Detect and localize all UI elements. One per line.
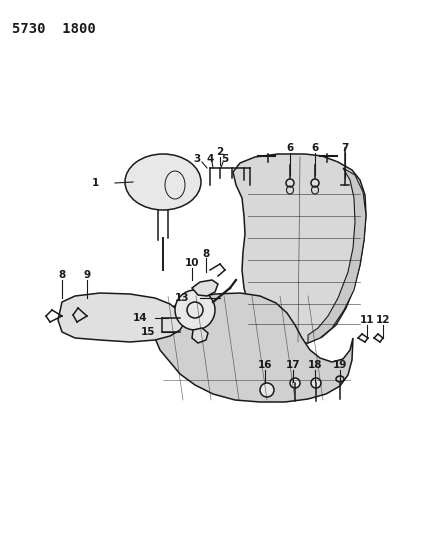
- Circle shape: [260, 383, 274, 397]
- Circle shape: [286, 179, 294, 187]
- Text: 8: 8: [202, 249, 210, 259]
- Polygon shape: [192, 328, 208, 343]
- Polygon shape: [308, 168, 366, 343]
- Circle shape: [290, 378, 300, 388]
- Text: 17: 17: [285, 360, 300, 370]
- Polygon shape: [58, 293, 185, 342]
- Text: 6: 6: [312, 143, 318, 153]
- Text: 8: 8: [58, 270, 65, 280]
- Circle shape: [175, 290, 215, 330]
- Circle shape: [311, 179, 319, 187]
- Text: 7: 7: [341, 143, 349, 153]
- Text: 9: 9: [83, 270, 91, 280]
- Text: 5730  1800: 5730 1800: [12, 22, 96, 36]
- Text: 16: 16: [258, 360, 272, 370]
- Text: 15: 15: [141, 327, 155, 337]
- Text: 11: 11: [360, 315, 374, 325]
- Polygon shape: [233, 154, 366, 344]
- Text: 5: 5: [221, 154, 229, 164]
- Text: 12: 12: [376, 315, 390, 325]
- Text: 4: 4: [206, 154, 214, 164]
- Text: 6: 6: [286, 143, 294, 153]
- Polygon shape: [155, 293, 353, 402]
- Text: 13: 13: [175, 293, 189, 303]
- Text: 19: 19: [333, 360, 347, 370]
- Polygon shape: [192, 280, 218, 296]
- Circle shape: [311, 378, 321, 388]
- Text: 3: 3: [193, 154, 201, 164]
- Text: 14: 14: [133, 313, 147, 323]
- Text: 2: 2: [217, 147, 223, 157]
- Text: 10: 10: [185, 258, 199, 268]
- Ellipse shape: [125, 154, 201, 210]
- Text: 18: 18: [308, 360, 322, 370]
- Text: 1: 1: [91, 178, 98, 188]
